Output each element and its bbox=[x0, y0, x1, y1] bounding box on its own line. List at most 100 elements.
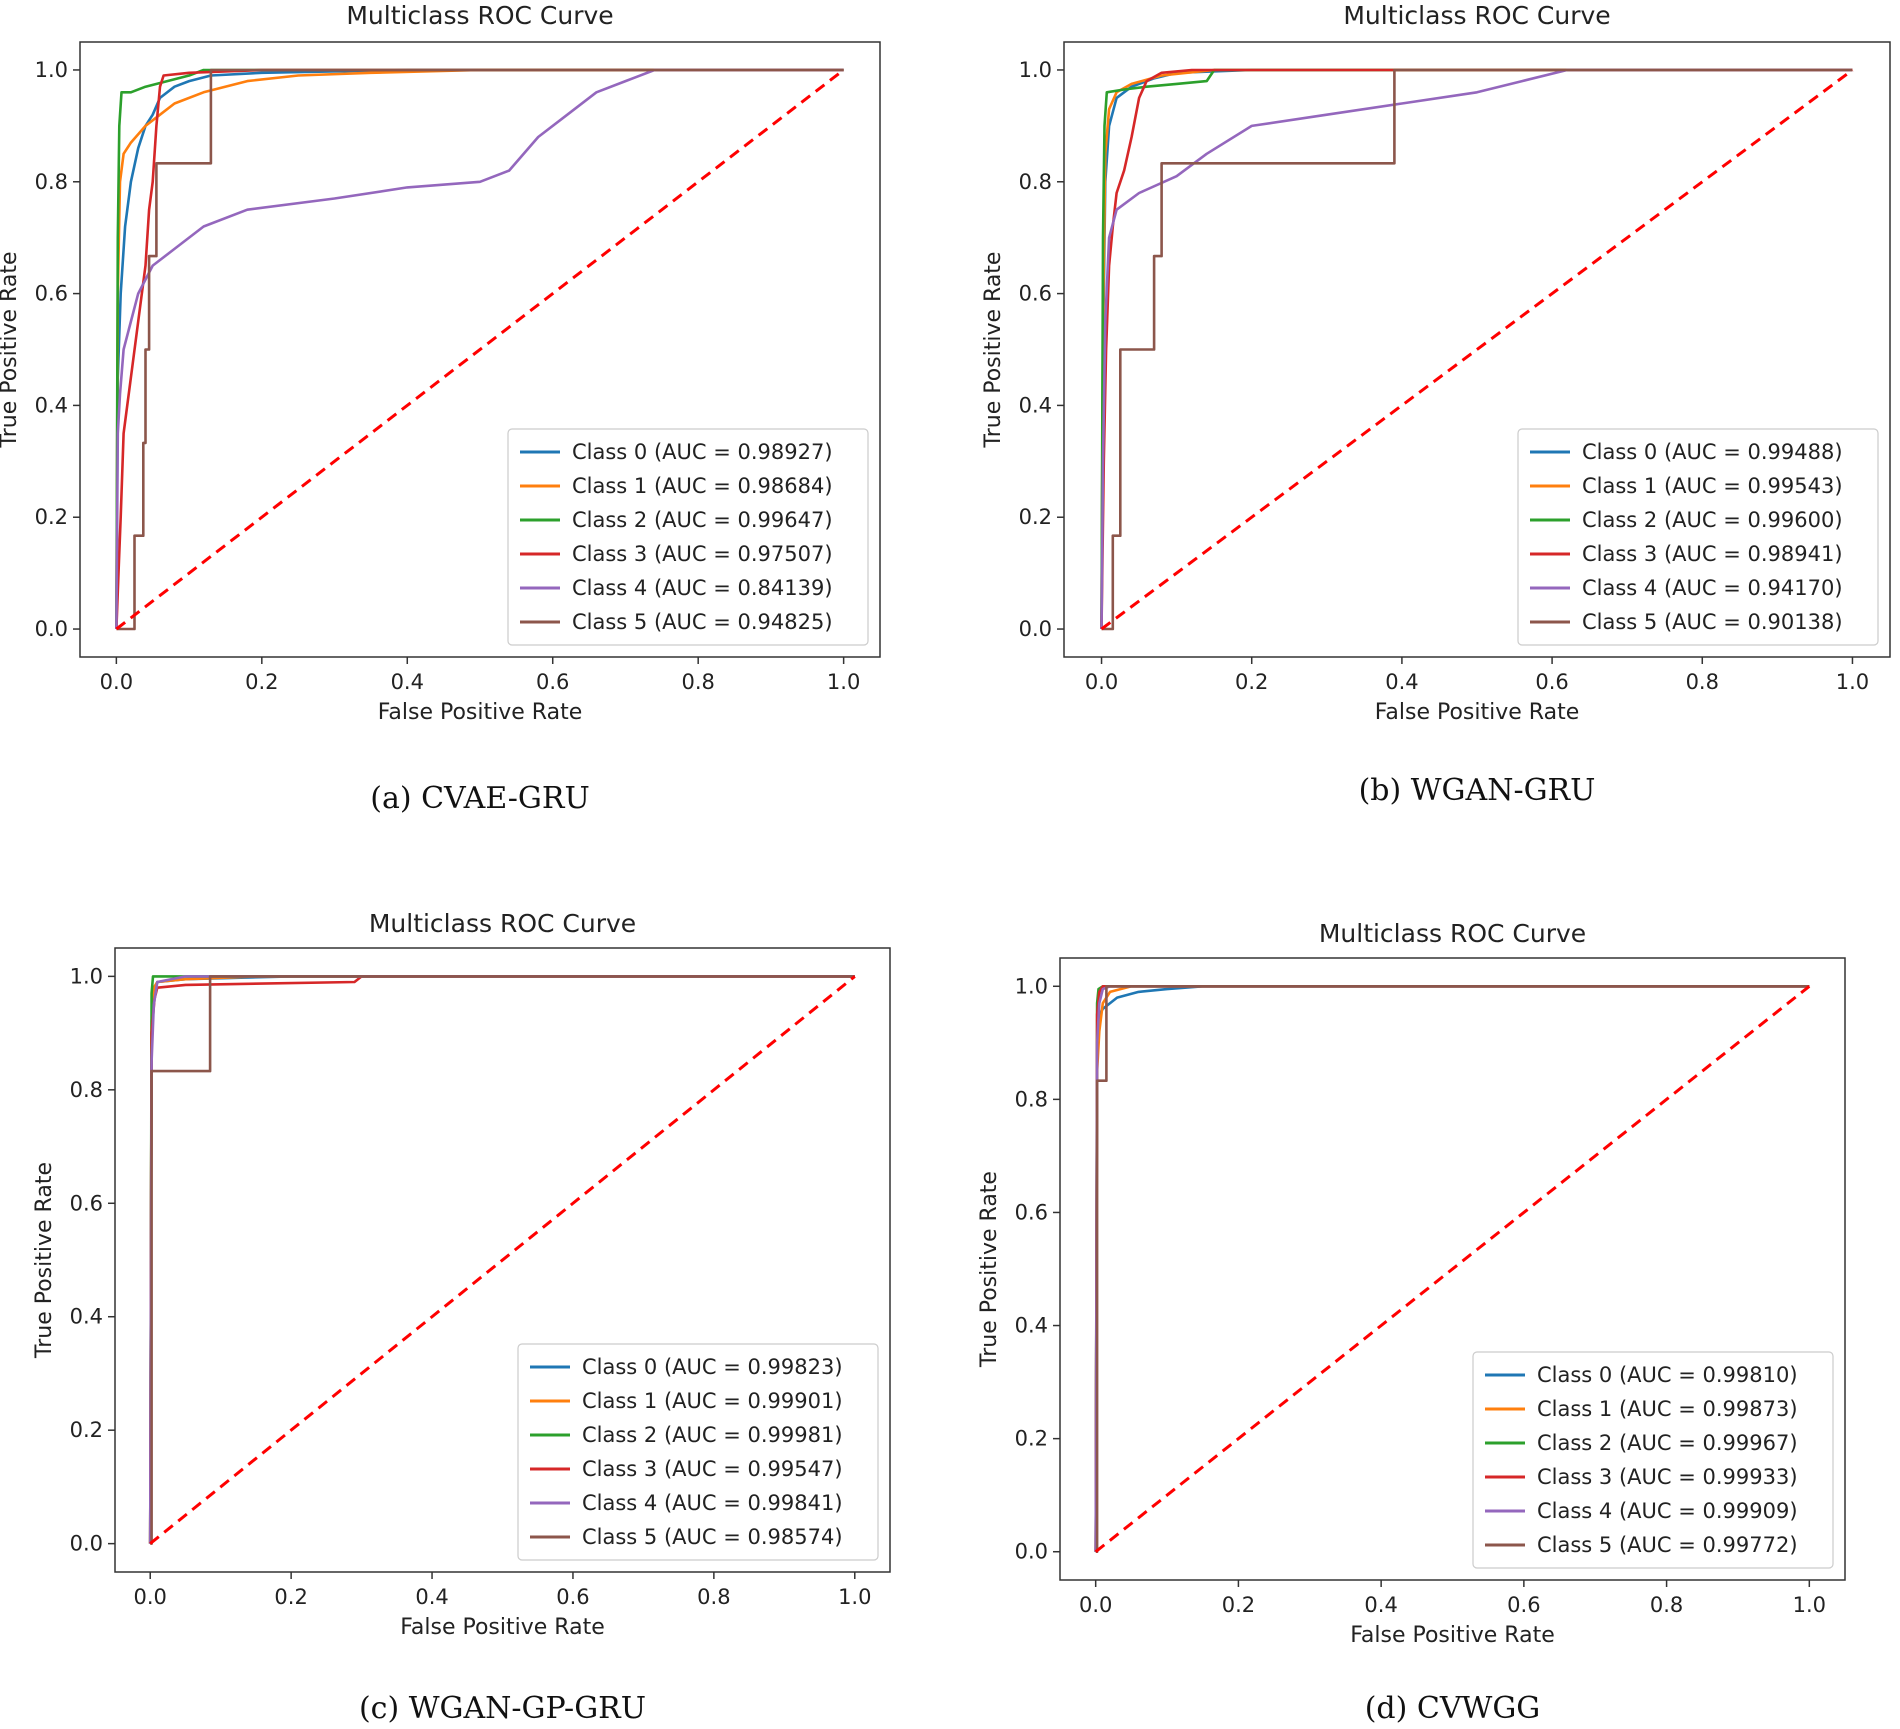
y-tick-label: 0.0 bbox=[1015, 1540, 1048, 1564]
x-axis-label: False Positive Rate bbox=[400, 1615, 604, 1640]
chance-line bbox=[1094, 985, 1811, 1553]
x-tick-label: 0.0 bbox=[1079, 1593, 1112, 1617]
y-tick-label: 0.2 bbox=[70, 1418, 103, 1442]
x-tick-label: 0.6 bbox=[1507, 1593, 1540, 1617]
roc-line-class-3 bbox=[115, 68, 844, 630]
roc-chart-2: Multiclass ROC Curve 0.0 0.2 0.4 0.6 0.8 1.0 0.… bbox=[32, 909, 891, 1726]
roc-line-class-0 bbox=[115, 68, 844, 630]
x-tick-label: 0.2 bbox=[274, 1585, 307, 1609]
chance-line bbox=[115, 68, 845, 631]
series-group bbox=[115, 68, 845, 631]
y-tick-label: 0.2 bbox=[35, 505, 68, 529]
x-tick-label: 1.0 bbox=[1793, 1593, 1826, 1617]
y-tick-label: 0.2 bbox=[1015, 1427, 1048, 1451]
legend-entry-class-0: Class 0 (AUC = 0.98927) bbox=[572, 440, 833, 464]
x-tick-label: 0.6 bbox=[1535, 670, 1568, 694]
y-tick-label: 1.0 bbox=[35, 58, 68, 82]
legend-entry-class-5: Class 5 (AUC = 0.99772) bbox=[1537, 1533, 1798, 1557]
roc-chart-0: Multiclass ROC Curve 0.0 0.2 0.4 0.6 0.8 1.0 0.… bbox=[0, 1, 881, 816]
chance-line bbox=[1100, 68, 1854, 631]
y-tick-label: 0.0 bbox=[70, 1532, 103, 1556]
legend: Class 0 (AUC = 0.99488) Class 1 (AUC = 0.… bbox=[1517, 428, 1879, 646]
legend-entry-class-3: Class 3 (AUC = 0.97507) bbox=[572, 542, 833, 566]
x-tick-label: 0.8 bbox=[1650, 1593, 1683, 1617]
y-axis-label: True Positive Rate bbox=[0, 252, 22, 449]
x-tick-label: 1.0 bbox=[838, 1585, 871, 1609]
legend-entry-class-4: Class 4 (AUC = 0.94170) bbox=[1582, 576, 1843, 600]
series-group bbox=[1100, 68, 1854, 631]
legend-entry-class-1: Class 1 (AUC = 0.99901) bbox=[582, 1389, 843, 1413]
plot-frame bbox=[1063, 41, 1891, 658]
x-tick-label: 0.2 bbox=[1222, 1593, 1255, 1617]
legend-box bbox=[507, 428, 869, 646]
y-tick-label: 0.0 bbox=[1019, 617, 1052, 641]
legend-entry-class-2: Class 2 (AUC = 0.99981) bbox=[582, 1423, 843, 1447]
roc-line-class-5 bbox=[1101, 68, 1853, 631]
y-tick-label: 0.6 bbox=[35, 282, 68, 306]
y-tick-label: 0.8 bbox=[70, 1078, 103, 1102]
y-axis-label: True Positive Rate bbox=[981, 252, 1006, 449]
legend-entry-class-1: Class 1 (AUC = 0.99543) bbox=[1582, 474, 1843, 498]
legend-entry-class-0: Class 0 (AUC = 0.99488) bbox=[1582, 440, 1843, 464]
legend-entry-class-2: Class 2 (AUC = 0.99600) bbox=[1582, 508, 1843, 532]
plot-frame bbox=[1059, 957, 1846, 1581]
x-tick-label: 0.0 bbox=[1085, 670, 1118, 694]
y-tick-label: 0.4 bbox=[35, 393, 68, 417]
legend-entry-class-5: Class 5 (AUC = 0.94825) bbox=[572, 610, 833, 634]
legend-entry-class-1: Class 1 (AUC = 0.99873) bbox=[1537, 1397, 1798, 1421]
x-tick-label: 0.4 bbox=[391, 670, 424, 694]
chart-title: Multiclass ROC Curve bbox=[346, 1, 613, 30]
subfigure-caption: (b) WGAN-GRU bbox=[1359, 773, 1596, 808]
legend-entry-class-3: Class 3 (AUC = 0.99933) bbox=[1537, 1465, 1798, 1489]
legend-entry-class-0: Class 0 (AUC = 0.99823) bbox=[582, 1355, 843, 1379]
legend-entry-class-3: Class 3 (AUC = 0.99547) bbox=[582, 1457, 843, 1481]
legend-entry-class-4: Class 4 (AUC = 0.84139) bbox=[572, 576, 833, 600]
x-tick-label: 0.4 bbox=[1385, 670, 1418, 694]
y-tick-label: 0.8 bbox=[1019, 170, 1052, 194]
roc-chart-3: Multiclass ROC Curve 0.0 0.2 0.4 0.6 0.8 1.0 0.… bbox=[977, 919, 1846, 1726]
legend-entry-class-5: Class 5 (AUC = 0.90138) bbox=[1582, 610, 1843, 634]
legend-entry-class-2: Class 2 (AUC = 0.99647) bbox=[572, 508, 833, 532]
x-axis-label: False Positive Rate bbox=[1375, 700, 1579, 725]
x-tick-label: 0.8 bbox=[681, 670, 714, 694]
series-group bbox=[148, 975, 856, 1545]
legend-entry-class-4: Class 4 (AUC = 0.99909) bbox=[1537, 1499, 1798, 1523]
x-tick-label: 0.6 bbox=[556, 1585, 589, 1609]
x-axis-label: False Positive Rate bbox=[1350, 1623, 1554, 1648]
y-tick-label: 0.8 bbox=[1015, 1087, 1048, 1111]
roc-line-class-4 bbox=[1100, 68, 1853, 630]
legend-entry-class-1: Class 1 (AUC = 0.98684) bbox=[572, 474, 833, 498]
roc-line-class-2 bbox=[1100, 68, 1853, 630]
legend-entry-class-3: Class 3 (AUC = 0.98941) bbox=[1582, 542, 1843, 566]
chart-title: Multiclass ROC Curve bbox=[1343, 1, 1610, 30]
legend-entry-class-4: Class 4 (AUC = 0.99841) bbox=[582, 1491, 843, 1515]
legend-box bbox=[1472, 1351, 1834, 1569]
x-tick-label: 0.2 bbox=[1235, 670, 1268, 694]
subfigure-caption: (d) CVWGG bbox=[1365, 1691, 1541, 1726]
plot-frame bbox=[114, 947, 891, 1573]
y-tick-label: 0.8 bbox=[35, 170, 68, 194]
plot-frame bbox=[79, 41, 881, 658]
subfigure-caption: (c) WGAN-GP-GRU bbox=[359, 1691, 646, 1726]
y-tick-label: 0.2 bbox=[1019, 505, 1052, 529]
legend: Class 0 (AUC = 0.99810) Class 1 (AUC = 0.… bbox=[1472, 1351, 1834, 1569]
x-axis-label: False Positive Rate bbox=[378, 700, 582, 725]
x-tick-label: 0.2 bbox=[245, 670, 278, 694]
chart-title: Multiclass ROC Curve bbox=[369, 909, 636, 938]
y-axis-label: True Positive Rate bbox=[977, 1171, 1002, 1368]
y-tick-label: 0.4 bbox=[70, 1305, 103, 1329]
x-tick-label: 0.8 bbox=[1686, 670, 1719, 694]
legend-entry-class-5: Class 5 (AUC = 0.98574) bbox=[582, 1525, 843, 1549]
y-tick-label: 0.4 bbox=[1015, 1314, 1048, 1338]
y-tick-label: 0.0 bbox=[35, 617, 68, 641]
chart-title: Multiclass ROC Curve bbox=[1319, 919, 1586, 948]
legend-box bbox=[517, 1343, 879, 1561]
legend: Class 0 (AUC = 0.98927) Class 1 (AUC = 0.… bbox=[507, 428, 869, 646]
y-tick-label: 1.0 bbox=[70, 964, 103, 988]
x-tick-label: 0.4 bbox=[1364, 1593, 1397, 1617]
roc-line-class-1 bbox=[115, 68, 844, 630]
series-group bbox=[1094, 984, 1811, 1553]
legend-entry-class-0: Class 0 (AUC = 0.99810) bbox=[1537, 1363, 1798, 1387]
y-tick-label: 1.0 bbox=[1015, 974, 1048, 998]
